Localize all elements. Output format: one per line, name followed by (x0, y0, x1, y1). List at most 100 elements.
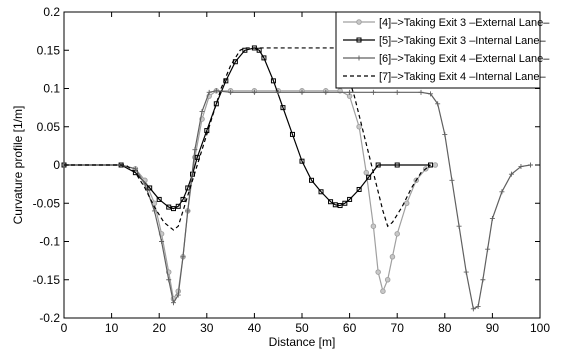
x-tick-label: 70 (391, 321, 405, 335)
series-line (64, 47, 431, 231)
data-point (185, 208, 191, 214)
data-point (328, 199, 334, 205)
y-tick-label: 0.05 (37, 120, 61, 134)
data-point (228, 89, 234, 95)
data-point (275, 89, 281, 95)
data-point (456, 223, 462, 229)
data-point (428, 162, 434, 168)
data-point (199, 108, 205, 114)
series-4 (64, 47, 431, 231)
data-point (166, 204, 172, 210)
data-point (356, 37, 362, 43)
y-tick-label: 0.1 (43, 82, 60, 96)
data-point (463, 269, 469, 275)
data-point (337, 203, 343, 209)
data-point (170, 300, 176, 306)
x-tick-label: 0 (61, 321, 68, 335)
x-tick-label: 90 (486, 321, 500, 335)
data-point (389, 254, 396, 260)
data-point (347, 89, 353, 95)
data-point (242, 47, 248, 53)
data-point (356, 55, 362, 61)
y-tick-label: -0.05 (33, 196, 61, 210)
data-point (318, 189, 324, 195)
legend: [4]–>Taking Exit 3 –External Lane– [5]–>T… (335, 11, 550, 89)
legend-box (335, 11, 541, 89)
data-point (194, 154, 200, 160)
data-point (159, 239, 165, 244)
data-point (261, 55, 267, 61)
data-point (480, 277, 486, 283)
x-tick-label: 100 (530, 321, 550, 335)
data-point (403, 200, 410, 206)
data-point (289, 131, 295, 137)
y-tick-label: 0 (53, 158, 60, 172)
y-tick-label: 0.15 (37, 43, 61, 57)
series-3 (61, 88, 533, 312)
data-point (435, 101, 441, 107)
data-point (213, 88, 219, 94)
x-tick-label: 10 (105, 321, 119, 335)
legend-entry: [7]–>Taking Exit 4 –Internal Lane– (379, 71, 547, 83)
data-point (375, 162, 381, 168)
data-point (356, 19, 362, 25)
data-point (475, 304, 481, 310)
legend-entry: [6]–>Taking Exit 4 –External Lane– (379, 53, 550, 65)
data-point (489, 216, 495, 222)
data-point (394, 162, 400, 168)
data-point (342, 200, 348, 206)
data-point (323, 89, 329, 95)
x-tick-label: 60 (343, 321, 357, 335)
data-point (370, 89, 376, 95)
series-2 (61, 45, 434, 212)
data-point (384, 277, 391, 283)
series-layer (61, 45, 533, 312)
data-point (270, 78, 276, 84)
data-point (428, 91, 434, 97)
data-point (449, 177, 455, 183)
data-point (147, 185, 153, 191)
data-point (366, 174, 372, 180)
data-point (485, 246, 491, 252)
data-point (518, 164, 524, 170)
data-point (170, 206, 176, 212)
x-tick-label: 40 (248, 321, 262, 335)
x-axis-label: Distance [m] (269, 335, 336, 349)
x-tick-label: 20 (153, 321, 167, 335)
data-point (370, 223, 377, 229)
legend-entry: [4]–>Taking Exit 3 –External Lane– (379, 17, 550, 29)
data-point (280, 105, 286, 111)
data-point (356, 186, 362, 192)
x-tick-label: 30 (200, 321, 214, 335)
data-point (175, 292, 181, 298)
data-point (356, 123, 362, 130)
data-point (418, 89, 424, 95)
data-point (442, 131, 448, 137)
data-point (375, 269, 381, 275)
data-point (394, 231, 400, 237)
data-point (299, 89, 305, 95)
data-point (175, 203, 181, 209)
data-point (332, 202, 338, 208)
data-point (380, 288, 386, 294)
x-tick-label: 50 (295, 321, 309, 335)
y-tick-label: -0.1 (39, 235, 60, 249)
data-point (256, 47, 262, 53)
data-point (527, 162, 533, 168)
x-tick-label: 80 (438, 321, 452, 335)
data-point (499, 189, 505, 195)
data-point (142, 181, 148, 187)
data-point (299, 158, 305, 164)
y-tick-label: -0.2 (39, 311, 60, 325)
data-point (363, 169, 370, 176)
data-point (432, 162, 439, 168)
data-point (470, 306, 476, 312)
data-point (166, 277, 172, 283)
data-point (508, 171, 514, 177)
data-point (132, 166, 138, 172)
y-axis-label: Curvature profile [1/m] (11, 106, 25, 225)
series-line (64, 90, 436, 301)
y-tick-label: 0.2 (43, 5, 60, 19)
data-point (151, 208, 157, 214)
